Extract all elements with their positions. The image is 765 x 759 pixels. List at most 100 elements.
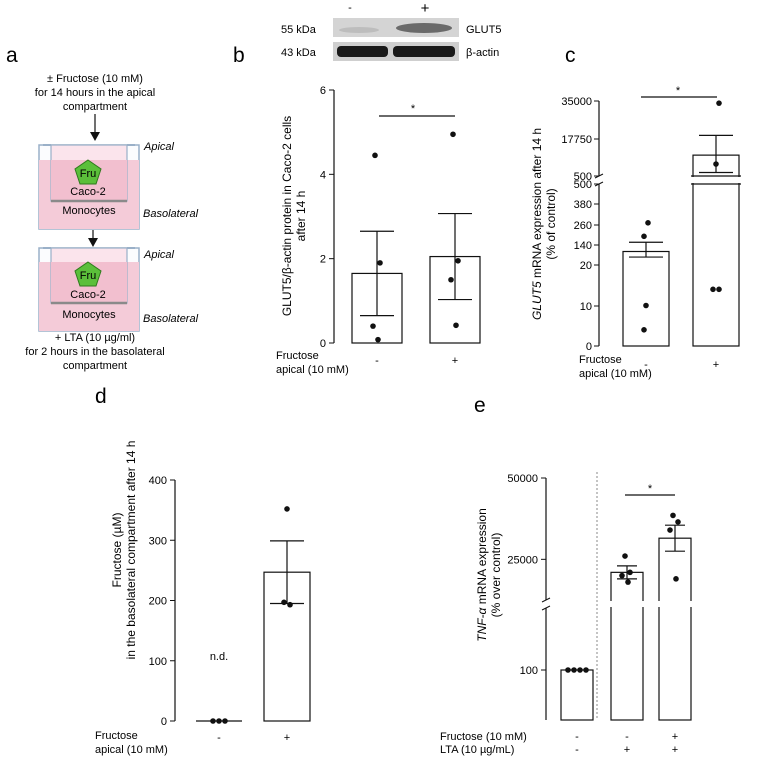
chart-d-ylabel-1: Fructose (µM) xyxy=(110,513,124,588)
chart-c-ylabel-2: (% of control) xyxy=(544,188,558,259)
blot-band-glut5-minus xyxy=(339,27,379,33)
chart-d-point-0-0 xyxy=(210,718,216,724)
chart-d-cond-1: Fructose xyxy=(95,730,138,742)
chart-e-point-1-0 xyxy=(622,553,628,559)
chart-c-point-1-1 xyxy=(713,161,719,167)
western-blot: - + 55 kDa 43 kDa GLUT5 β-actin xyxy=(281,0,501,61)
chart-c-point-1-3 xyxy=(716,286,722,293)
basolateral-label-2: Basolateral xyxy=(143,313,199,325)
chart-b-xtick-1: + xyxy=(452,355,458,367)
chart-d-nd-label: n.d. xyxy=(210,651,228,663)
blot-protein-actin: β-actin xyxy=(466,47,499,59)
arrow-down-icon xyxy=(90,114,100,141)
chart-e-point-1-1 xyxy=(627,569,633,576)
chart-e-ytick-label-0: 100 xyxy=(520,665,538,677)
blot-band-actin-minus xyxy=(337,46,388,57)
panel-b: b - + 55 kDa 43 kDa GLUT5 β-actin 0 2 4 6 - +… xyxy=(233,0,501,376)
fru-label-2: Fru xyxy=(80,270,97,282)
chart-e-bar-1 xyxy=(610,571,644,721)
chart-e-ylabel-2: (% over control) xyxy=(489,533,503,618)
panel-a-top-text-3: compartment xyxy=(63,101,127,113)
panel-a: a ± Fructose (10 mM) for 14 hours in the… xyxy=(6,44,199,372)
chart-c-point-0-1 xyxy=(641,233,647,240)
chart-d-point-0-2 xyxy=(222,718,228,724)
mono-label-2: Monocytes xyxy=(62,309,116,321)
chart-d-ytick-label-1: 100 xyxy=(149,656,167,668)
chart-c-point-0-0 xyxy=(645,220,651,226)
chart-b-ytick-label-3: 6 xyxy=(320,85,326,97)
chart-d-point-1-0 xyxy=(284,506,290,512)
chart-d-ytick-label-2: 200 xyxy=(149,596,167,608)
chart-e-point-0-1 xyxy=(571,667,577,673)
fructose-pentagon-icon xyxy=(74,261,102,287)
chart-e-row2-label: LTA (10 µg/mL) xyxy=(440,744,514,756)
chart-e-point-2-1 xyxy=(675,519,681,525)
chart-d-ytick-label-3: 300 xyxy=(149,535,167,547)
chart-c-cond-1: Fructose xyxy=(579,354,622,366)
chart-e-ytick-label-1: 25000 xyxy=(507,554,538,566)
chart-c-ytick-label-2: 20 xyxy=(580,260,592,272)
chart-e-bar-break-gap-1 xyxy=(610,601,644,607)
panel-a-label: a xyxy=(6,44,18,67)
chart-b-ylabel-1: GLUT5/β-actin protein in Caco-2 cells xyxy=(280,116,294,316)
mono-label-1: Monocytes xyxy=(62,205,116,217)
chart-d-point-1-1 xyxy=(281,599,287,606)
chart-e-ylabel-1: TNF-α mRNA expression xyxy=(475,508,489,642)
chart-c-cond-2: apical (10 mM) xyxy=(579,368,652,380)
chart-b-ytick-label-2: 4 xyxy=(320,169,326,181)
chart-e-xtick-lta-1: + xyxy=(624,744,630,756)
chart-c-ytick-label-3: 140 xyxy=(574,240,592,252)
chart-e-ylabel-rest: mRNA expression xyxy=(475,508,489,607)
chart-c-ytick-label-0: 0 xyxy=(586,341,592,353)
chart-e-point-1-3 xyxy=(625,579,631,585)
chart-c-point-1-0 xyxy=(716,100,722,106)
chart-c-sig: * xyxy=(676,85,681,97)
panel-a-bottom-text-3: compartment xyxy=(63,360,127,372)
chart-c-point-0-2 xyxy=(643,302,649,309)
chart-e-xtick-lta-2: + xyxy=(672,744,678,756)
chart-b-ylabel-2: after 14 h xyxy=(294,191,308,242)
chart-c-ytick-label-1: 10 xyxy=(580,301,592,313)
chart-e-xtick-lta-0: - xyxy=(575,744,579,756)
chart-b: 0 2 4 6 - + xyxy=(320,85,481,367)
chart-e-xtick-fructose-1: - xyxy=(625,731,629,743)
caco-label-1: Caco-2 xyxy=(70,186,105,198)
chart-c-ylabel-1: GLUT5 mRNA expression after 14 h xyxy=(530,128,544,320)
panel-b-label: b xyxy=(233,44,245,67)
chart-b-point-0-2 xyxy=(370,323,376,329)
transwell-1: Fru Caco-2 Monocytes xyxy=(38,144,140,230)
chart-d-point-1-2 xyxy=(287,601,293,608)
fructose-pentagon-icon xyxy=(74,159,102,185)
chart-c-point-1-2 xyxy=(710,286,716,293)
chart-e-point-2-2 xyxy=(667,527,673,533)
chart-c-bar-1 xyxy=(692,154,740,347)
chart-b-point-1-0 xyxy=(450,131,456,138)
chart-d-ytick-label-4: 400 xyxy=(149,475,167,487)
blot-kda-55: 55 kDa xyxy=(281,24,317,36)
chart-e-row1-label: Fructose (10 mM) xyxy=(440,731,527,743)
chart-c-bar-break-gap xyxy=(690,177,742,183)
panel-e-label: e xyxy=(474,394,486,417)
chart-e-break-1 xyxy=(541,597,551,603)
panel-d-label: d xyxy=(95,385,107,408)
chart-b-ytick-label-1: 2 xyxy=(320,254,326,266)
blot-band-glut5-plus xyxy=(396,23,452,33)
chart-b-point-1-3 xyxy=(453,322,459,329)
chart-b-point-0-3 xyxy=(375,336,381,343)
chart-c-ytick-label-8: 17750 xyxy=(561,134,592,146)
blot-band-actin-plus xyxy=(393,46,455,57)
chart-e-bar-0 xyxy=(560,669,594,721)
chart-c-bar-0 xyxy=(622,250,670,347)
blot-lane-plus: + xyxy=(421,0,430,17)
fru-label-1: Fru xyxy=(80,168,97,180)
chart-d-xtick-1: + xyxy=(284,732,290,744)
chart-c-ylabel-italic: GLUT5 xyxy=(530,281,544,320)
chart-e-ylabel-italic: TNF-α xyxy=(475,606,489,641)
blot-protein-glut5: GLUT5 xyxy=(466,24,501,36)
chart-d-ytick-label-0: 0 xyxy=(161,716,167,728)
chart-b-point-0-1 xyxy=(377,260,383,266)
chart-c-ytick-label-5: 380 xyxy=(574,199,592,211)
